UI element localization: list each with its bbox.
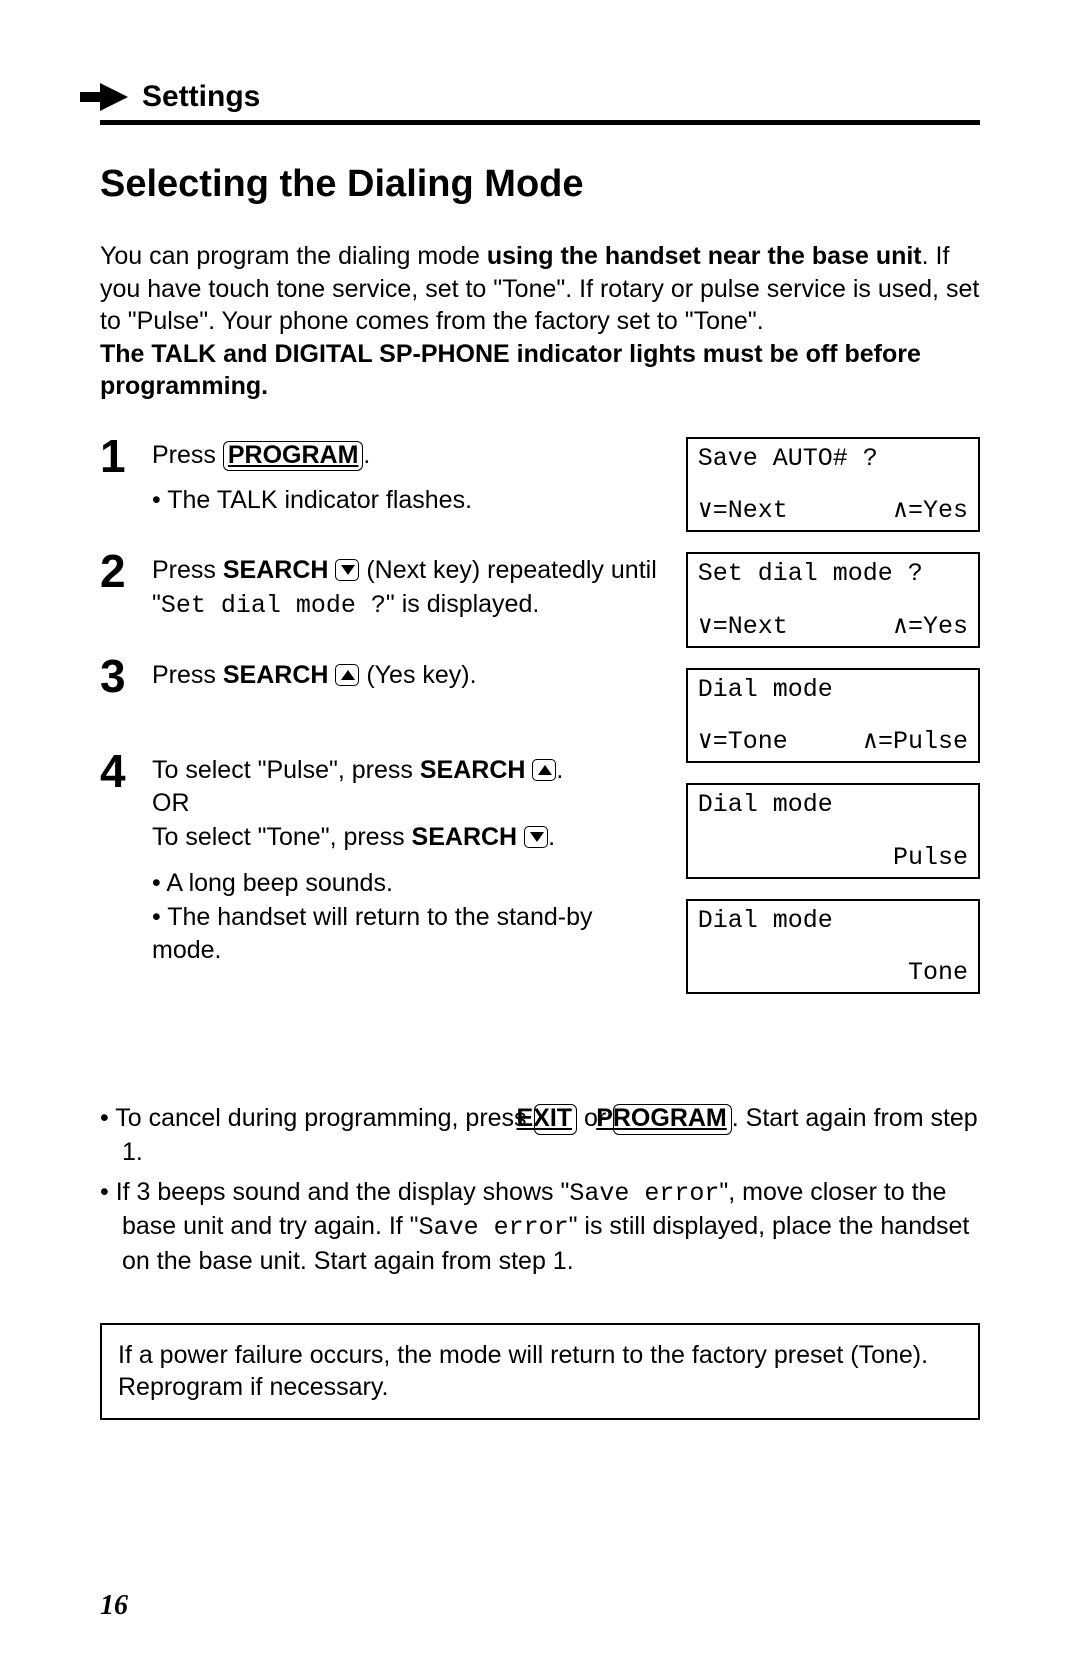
display-text: Save error (419, 1213, 569, 1242)
lcd-row2-right: Pulse (698, 844, 968, 873)
step-body: Press PROGRAM. The TALK indicator flashe… (152, 437, 472, 519)
lcd-display-1: Save AUTO# ? ∨=Next ∧=Yes (686, 437, 980, 533)
search-label: SEARCH (223, 661, 329, 689)
step-text: To select "Pulse", press (152, 756, 420, 784)
up-key-icon (335, 664, 359, 686)
lcd-row2-right: ∧=Yes (893, 613, 968, 642)
step-2: 2 Press SEARCH (Next key) repeatedly unt… (100, 552, 662, 623)
page-title: Selecting the Dialing Mode (100, 163, 980, 206)
lcd-display-2: Set dial mode ? ∨=Next ∧=Yes (686, 552, 980, 648)
note-item: If 3 beeps sound and the display shows "… (100, 1176, 980, 1279)
step-body: Press SEARCH (Next key) repeatedly until… (152, 552, 662, 623)
steps-area: 1 Press PROGRAM. The TALK indicator flas… (100, 437, 980, 1003)
lcd-row1: Dial mode (698, 676, 968, 705)
search-label: SEARCH (223, 556, 329, 584)
lcd-row1: Set dial mode ? (698, 560, 968, 589)
lcd-row1: Save AUTO# ? (698, 445, 968, 474)
step-text: Press (152, 661, 223, 689)
step-number: 2 (100, 552, 134, 623)
note-text: To cancel during programming, press (115, 1104, 533, 1132)
lcd-display-4: Dial mode Pulse (686, 783, 980, 879)
lcd-display-5: Dial mode Tone (686, 899, 980, 995)
intro-warning: The TALK and DIGITAL SP-PHONE indicator … (100, 340, 921, 401)
lcd-row1: Dial mode (698, 907, 968, 936)
step-body: Press SEARCH (Yes key). (152, 657, 477, 696)
notes-section: To cancel during programming, press EXIT… (100, 1102, 980, 1279)
step-text: . (363, 441, 370, 469)
lcd-row1: Dial mode (698, 791, 968, 820)
lcd-row2-right: ∧=Pulse (863, 728, 968, 757)
lcd-row2-right: ∧=Yes (893, 497, 968, 526)
up-key-icon (532, 759, 556, 781)
step-bullet: A long beep sounds. (152, 867, 662, 901)
page-number: 16 (100, 1590, 128, 1622)
arrow-right-icon (100, 83, 128, 111)
step-body: To select "Pulse", press SEARCH . OR To … (152, 752, 662, 969)
lcd-column: Save AUTO# ? ∨=Next ∧=Yes Set dial mode ?… (686, 437, 980, 1003)
step-number: 4 (100, 752, 134, 969)
intro-text-a: You can program the dialing mode (100, 242, 487, 270)
step-text: . (556, 756, 563, 784)
step-text: . (548, 823, 555, 851)
down-key-icon (335, 559, 359, 581)
display-text: Save error (569, 1179, 719, 1208)
exit-keycap: EXIT (534, 1104, 578, 1135)
down-key-icon (524, 826, 548, 848)
note-item: To cancel during programming, press EXIT… (100, 1102, 980, 1170)
search-label: SEARCH (412, 823, 518, 851)
divider (100, 120, 980, 125)
search-label: SEARCH (420, 756, 526, 784)
step-text: Press (152, 556, 223, 584)
step-text: To select "Tone", press (152, 823, 412, 851)
program-keycap: PROGRAM (613, 1104, 732, 1135)
step-bullet: The handset will return to the stand-by … (152, 901, 662, 969)
section-header: Settings (100, 80, 980, 114)
step-text: Press (152, 441, 223, 469)
step-text: (Yes key). (359, 661, 476, 689)
section-title: Settings (142, 80, 260, 114)
lcd-row2-left: ∨=Next (698, 497, 788, 526)
lcd-row2-right: Tone (698, 959, 968, 988)
step-number: 1 (100, 437, 134, 519)
lcd-row2-left: ∨=Tone (698, 728, 788, 757)
step-1: 1 Press PROGRAM. The TALK indicator flas… (100, 437, 662, 519)
intro-paragraph: You can program the dialing mode using t… (100, 240, 980, 403)
lcd-display-3: Dial mode ∨=Tone ∧=Pulse (686, 668, 980, 764)
program-keycap: PROGRAM (223, 441, 364, 472)
lcd-row2-left: ∨=Next (698, 613, 788, 642)
note-text: If 3 beeps sound and the display shows " (116, 1178, 570, 1206)
steps-column: 1 Press PROGRAM. The TALK indicator flas… (100, 437, 662, 1003)
step-number: 3 (100, 657, 134, 696)
warning-box: If a power failure occurs, the mode will… (100, 1323, 980, 1420)
intro-bold: using the handset near the base unit (487, 242, 922, 270)
step-3: 3 Press SEARCH (Yes key). (100, 657, 662, 696)
or-label: OR (152, 789, 190, 817)
step-4: 4 To select "Pulse", press SEARCH . OR T… (100, 752, 662, 969)
step-bullet: The TALK indicator flashes. (152, 484, 472, 518)
display-text: Set dial mode ? (161, 591, 386, 620)
step-text: " is displayed. (386, 590, 539, 618)
